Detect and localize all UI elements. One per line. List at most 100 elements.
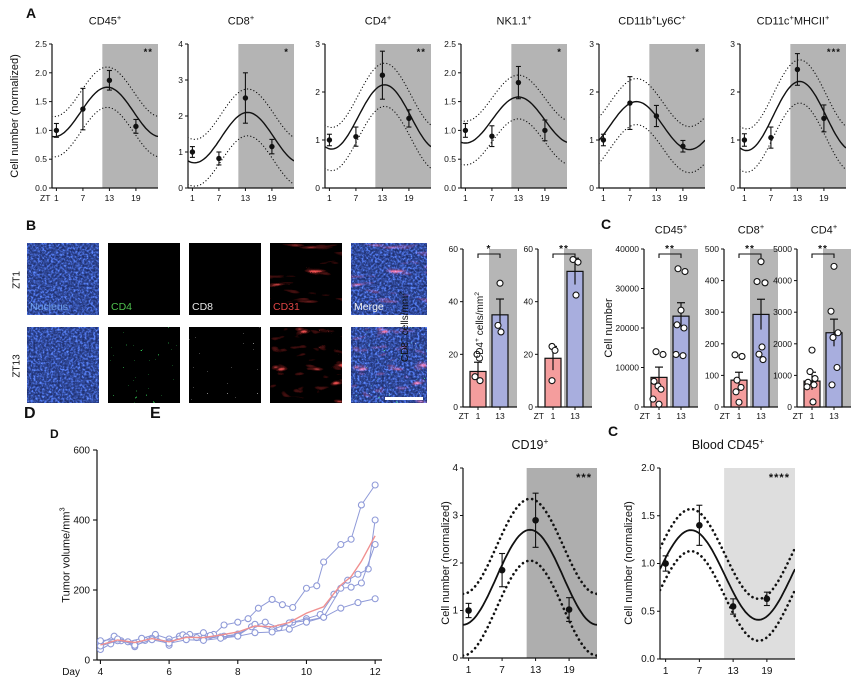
svg-text:ZT: ZT: [534, 411, 544, 421]
panel-c-ylabel: Cell number: [603, 298, 615, 358]
svg-text:1: 1: [54, 193, 59, 203]
svg-text:**: **: [144, 47, 153, 58]
svg-text:19: 19: [564, 665, 576, 676]
svg-text:1.5: 1.5: [35, 97, 47, 107]
svg-text:3: 3: [730, 39, 735, 49]
svg-text:40: 40: [524, 297, 534, 307]
cosinor-fit-curves: [188, 88, 294, 187]
svg-text:7: 7: [81, 193, 86, 203]
svg-text:*: *: [695, 47, 700, 58]
svg-text:13: 13: [829, 411, 839, 421]
svg-text:10000: 10000: [615, 363, 639, 373]
data-points: [53, 69, 139, 138]
svg-text:40: 40: [449, 297, 459, 307]
tumor-growth-plot: 0 200 400 600 4 6 8 10 12 Day: [62, 446, 382, 678]
significance-bracket: [811, 253, 835, 258]
svg-text:***: ***: [827, 47, 841, 58]
svg-text:*: *: [557, 47, 562, 58]
svg-text:1: 1: [327, 193, 332, 203]
data-points: [662, 504, 771, 615]
svg-text:ZT: ZT: [793, 411, 803, 421]
svg-text:19: 19: [540, 193, 550, 203]
svg-text:2: 2: [589, 87, 594, 97]
svg-text:2.5: 2.5: [444, 39, 456, 49]
svg-text:0: 0: [178, 183, 183, 193]
svg-text:13: 13: [105, 193, 115, 203]
bar-chart-cd45: 0 10000 20000 30000 40000 1 13 ZT **: [615, 244, 698, 421]
bar-chart-cd8-density: 0 20 40 60 1 13 ZT *: [449, 244, 517, 421]
svg-text:20: 20: [524, 349, 534, 359]
svg-text:13: 13: [378, 193, 388, 203]
subplot-title-4: NK1.1+: [496, 13, 532, 28]
svg-text:1.0: 1.0: [641, 559, 655, 570]
svg-text:1.0: 1.0: [35, 125, 47, 135]
svg-text:1: 1: [190, 193, 195, 203]
svg-text:12: 12: [370, 667, 382, 678]
svg-text:2.5: 2.5: [35, 39, 47, 49]
channel-label-cd8: CD8: [192, 301, 214, 313]
svg-text:0: 0: [528, 402, 533, 412]
data-points: [189, 72, 275, 166]
svg-text:3: 3: [589, 39, 594, 49]
svg-text:7: 7: [354, 193, 359, 203]
dark-phase-shading: [724, 468, 795, 659]
svg-text:6: 6: [166, 667, 172, 678]
svg-text:7: 7: [217, 193, 222, 203]
svg-text:1: 1: [663, 666, 669, 677]
svg-text:1: 1: [466, 665, 472, 676]
svg-text:2.0: 2.0: [641, 463, 655, 474]
svg-text:0.0: 0.0: [35, 183, 47, 193]
panel-c2-ylabel: Cell number (normalized): [623, 501, 635, 625]
cosinor-fit-curves: [325, 62, 431, 172]
cd19-title: CD19+: [511, 436, 549, 453]
svg-text:13: 13: [652, 193, 662, 203]
cosinor-fit-curves: [52, 66, 158, 158]
mouse-series-2: [96, 516, 379, 647]
dark-phase-shading: [375, 44, 431, 188]
svg-text:**: **: [745, 244, 755, 255]
svg-text:40000: 40000: [615, 244, 639, 254]
scale-bar: [385, 397, 423, 400]
svg-text:ZT: ZT: [720, 411, 730, 421]
svg-text:7: 7: [499, 665, 505, 676]
svg-text:1: 1: [810, 411, 815, 421]
micrograph-zt13-cd8: [189, 327, 261, 403]
svg-text:1: 1: [601, 193, 606, 203]
subplot-title-6: CD11c+MHCII+: [756, 13, 830, 28]
svg-text:4: 4: [178, 39, 183, 49]
bar-ylabel-cd8: CD8+ cells/mm2: [398, 291, 412, 363]
svg-text:13: 13: [514, 193, 524, 203]
significance-bracket: [552, 253, 576, 258]
svg-text:3: 3: [178, 75, 183, 85]
micrograph-zt1-cd8: CD8: [189, 243, 261, 315]
svg-text:0: 0: [730, 183, 735, 193]
svg-text:30000: 30000: [615, 284, 639, 294]
dark-phase-shading: [102, 44, 158, 188]
svg-text:0: 0: [84, 656, 90, 667]
svg-text:200: 200: [705, 339, 719, 349]
channel-label-nucleus: Nucleus: [30, 301, 68, 313]
svg-text:1: 1: [657, 411, 662, 421]
bar-title-1: CD45+: [654, 222, 688, 237]
svg-text:2: 2: [178, 111, 183, 121]
svg-text:400: 400: [705, 276, 719, 286]
svg-text:1: 1: [589, 135, 594, 145]
svg-text:4: 4: [452, 463, 458, 474]
svg-text:2000: 2000: [773, 339, 792, 349]
svg-text:0.5: 0.5: [444, 154, 456, 164]
micrograph-zt13-cd4: [108, 327, 180, 403]
subplot-title-1: CD45+: [88, 13, 122, 28]
svg-text:ZT: ZT: [640, 411, 650, 421]
svg-text:2: 2: [452, 558, 458, 569]
channel-label-merge: Merge: [354, 301, 384, 313]
bar-title-2: CD8+: [737, 222, 765, 237]
svg-text:***: ***: [576, 472, 592, 484]
svg-text:100: 100: [705, 370, 719, 380]
svg-text:0.5: 0.5: [35, 154, 47, 164]
micrograph-zt13-nucleus: [27, 327, 99, 403]
